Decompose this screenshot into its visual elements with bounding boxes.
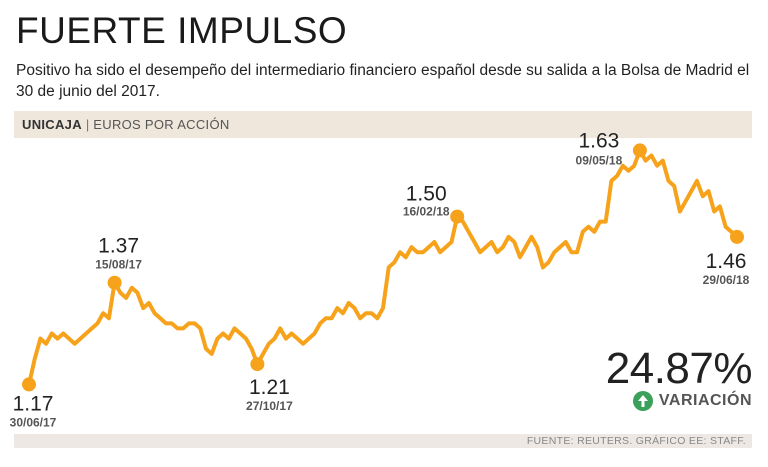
series-line [27,148,739,387]
data-point-marker [22,377,36,392]
data-label-value: 1.21 [249,376,290,399]
data-label-date: 09/05/18 [576,153,623,167]
data-point-marker [107,275,122,290]
data-label-value: 1.50 [406,183,447,206]
variation-label: VARIACIÓN [658,392,752,409]
data-label-date: 30/06/17 [10,415,57,429]
company-name: UNICAJA [22,117,82,132]
data-label-date: 29/06/18 [703,273,750,287]
page-title: FUERTE IMPULSO [16,10,348,51]
source-text: FUENTE: REUTERS. GRÁFICO EE: STAFF. [526,435,746,447]
data-label-value: 1.63 [578,129,619,152]
page-subtitle: Positivo ha sido el desempeño del interm… [16,62,750,100]
data-point-marker [730,229,744,244]
band-separator: | [85,117,90,132]
data-point-marker [250,357,265,372]
unit-label: EUROS POR ACCIÓN [93,117,230,132]
data-label-value: 1.17 [13,392,54,415]
variation-label-row: VARIACIÓN [632,391,752,411]
data-label-date: 15/08/17 [95,258,142,272]
data-label-value: 1.37 [98,235,139,258]
chart-header-band: UNICAJA | EUROS POR ACCIÓN [14,111,752,138]
arrow-up-icon [632,391,653,411]
variation-value: 24.87% [605,344,753,393]
data-label-date: 27/10/17 [246,399,293,413]
data-point-marker [450,209,465,224]
data-label-value: 1.46 [706,250,747,273]
source-footer: FUENTE: REUTERS. GRÁFICO EE: STAFF. [14,434,752,448]
data-point-marker [632,143,647,158]
data-label-date: 16/02/18 [403,205,450,219]
